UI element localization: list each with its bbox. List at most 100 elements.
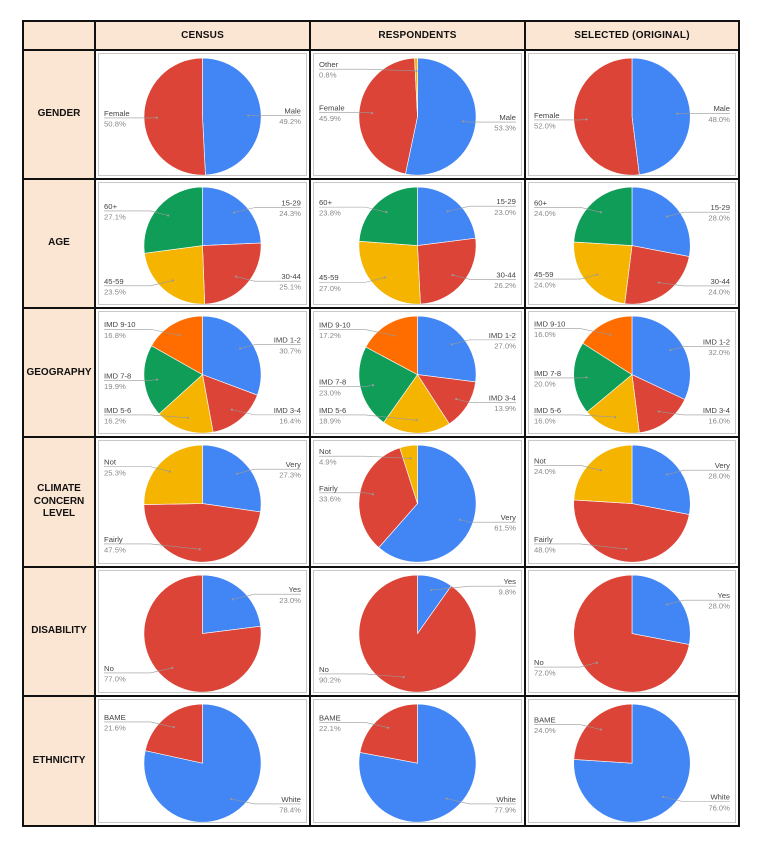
slice-percent: 48.0% bbox=[534, 546, 556, 555]
pie-slice-bame bbox=[359, 703, 418, 764]
slice-percent: 23.0% bbox=[494, 208, 516, 217]
slice-percent: 13.9% bbox=[494, 404, 516, 413]
slice-label: 30-44 bbox=[496, 270, 516, 279]
pie-slice-not bbox=[143, 445, 203, 506]
slice-percent: 24.0% bbox=[534, 281, 556, 290]
leader-dot bbox=[599, 469, 602, 472]
slice-label: IMD 5-6 bbox=[104, 406, 131, 415]
slice-label: IMD 9-10 bbox=[319, 321, 351, 330]
pie-slice-no bbox=[358, 574, 477, 692]
slice-percent: 16.0% bbox=[534, 417, 556, 426]
leader-dot bbox=[599, 728, 602, 731]
pie-slice-imd-7-8 bbox=[143, 345, 204, 415]
slice-percent: 27.0% bbox=[494, 342, 516, 351]
leader-line bbox=[104, 544, 200, 551]
leader-line bbox=[670, 346, 730, 351]
slice-label: 30-44 bbox=[710, 277, 730, 286]
chart-cell: Male 49.2% Female 50.8% bbox=[96, 51, 311, 181]
pie-slice-45-59 bbox=[573, 241, 633, 305]
pie-slice-female bbox=[358, 57, 418, 175]
chart-cell: IMD 1-2 27.0% IMD 3-4 13.9% IMD 5-6 18.9% IMD … bbox=[311, 309, 526, 439]
leader-dot bbox=[459, 519, 462, 522]
pie-slice-female bbox=[573, 57, 640, 176]
pie-slice-15-29 bbox=[631, 186, 691, 258]
slice-percent: 22.1% bbox=[319, 724, 341, 733]
slice-label: 60+ bbox=[104, 202, 118, 211]
pie-slice-imd-1-2 bbox=[202, 316, 262, 396]
leader-dot bbox=[608, 333, 612, 337]
leader-dot bbox=[371, 384, 375, 387]
slice-label: IMD 1-2 bbox=[703, 338, 730, 347]
pie-slice-not bbox=[399, 445, 418, 505]
leader-dot bbox=[392, 334, 396, 337]
row-label-ethnicity: ETHNICITY bbox=[24, 696, 96, 825]
slice-label: 60+ bbox=[319, 198, 333, 207]
leader-dot bbox=[155, 378, 159, 382]
pie-slice-white bbox=[143, 703, 262, 822]
slice-percent: 48.0% bbox=[708, 115, 730, 124]
pie-slice-other bbox=[414, 57, 418, 117]
pie-slice-imd-9-10 bbox=[151, 316, 203, 376]
pie-slice-45-59 bbox=[358, 241, 421, 305]
column-header-census: CENSUS bbox=[96, 22, 311, 51]
slice-percent: 77.9% bbox=[494, 805, 516, 814]
pie-slice-45-59 bbox=[144, 245, 206, 305]
leader-dot bbox=[455, 398, 458, 401]
slice-percent: 30.7% bbox=[279, 347, 301, 356]
slice-percent: 90.2% bbox=[319, 675, 341, 684]
slice-percent: 16.0% bbox=[534, 330, 556, 339]
leader-line bbox=[534, 207, 601, 213]
leader-dot bbox=[155, 116, 158, 119]
slice-percent: 25.3% bbox=[104, 469, 126, 478]
leader-dot bbox=[665, 473, 669, 477]
leader-dot bbox=[599, 211, 602, 214]
leader-dot bbox=[238, 347, 242, 350]
slice-percent: 28.0% bbox=[708, 214, 730, 223]
slice-label: Very bbox=[715, 462, 730, 471]
chart-cell: Very 27.3% Fairly 47.5% Not 25.3% bbox=[96, 438, 311, 568]
leader-line bbox=[447, 206, 516, 212]
slice-label: Fairly bbox=[104, 535, 123, 544]
pie-slice-yes bbox=[202, 574, 261, 634]
pie-slice-15-29 bbox=[202, 186, 262, 247]
pie-slice-imd-1-2 bbox=[417, 316, 477, 383]
slice-percent: 47.5% bbox=[104, 546, 126, 555]
leader-dot bbox=[370, 111, 374, 115]
slice-percent: 27.1% bbox=[104, 213, 126, 222]
leader-dot bbox=[585, 376, 588, 379]
slice-label: Not bbox=[104, 458, 117, 467]
leader-line bbox=[534, 544, 627, 550]
slice-percent: 23.8% bbox=[319, 209, 341, 218]
leader-dot bbox=[385, 211, 388, 214]
pie-slice-60 bbox=[143, 186, 203, 254]
chart-cell: White 76.0% BAME 24.0% bbox=[526, 696, 738, 825]
leader-line bbox=[319, 456, 411, 460]
leader-dot bbox=[235, 275, 238, 278]
slice-label: No bbox=[534, 658, 544, 667]
pie-slice-yes bbox=[631, 574, 691, 645]
leader-dot bbox=[167, 214, 170, 217]
leader-dot bbox=[168, 470, 171, 474]
chart-cell: IMD 1-2 30.7% IMD 3-4 16.4% IMD 5-6 16.2% IMD … bbox=[96, 309, 311, 439]
pie-chart: Male 53.3% Female 45.9% Other 0.8% bbox=[313, 53, 522, 177]
slice-percent: 23.5% bbox=[104, 288, 126, 297]
leader-dot bbox=[178, 334, 181, 337]
slice-percent: 24.0% bbox=[534, 209, 556, 218]
row-label-climate-concern: CLIMATE CONCERN LEVEL bbox=[24, 438, 96, 568]
leader-line bbox=[663, 796, 730, 802]
leader-line bbox=[104, 280, 174, 287]
leader-line bbox=[104, 329, 180, 336]
leader-line bbox=[677, 112, 730, 115]
leader-dot bbox=[171, 666, 174, 669]
leader-line bbox=[319, 673, 404, 678]
slice-label: Female bbox=[319, 103, 345, 112]
slice-label: White bbox=[496, 795, 516, 804]
slice-label: IMD 3-4 bbox=[703, 406, 731, 415]
chart-cell: Very 61.5% Fairly 33.6% Not 4.9% bbox=[311, 438, 526, 568]
leader-line bbox=[319, 329, 395, 337]
leader-line bbox=[534, 724, 601, 730]
pie-slice-fairly bbox=[143, 503, 261, 563]
